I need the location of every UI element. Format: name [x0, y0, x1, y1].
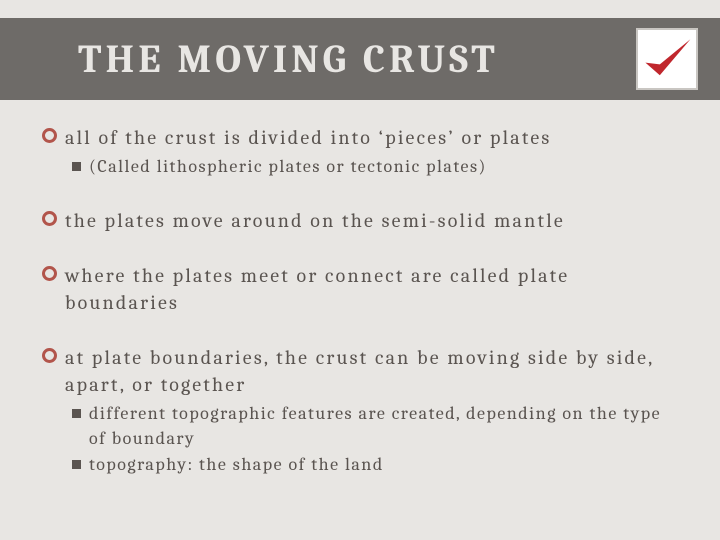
bullet-l2: (Called lithospheric plates or tectonic … [72, 155, 678, 179]
bullet-l1: where the plates meet or connect are cal… [42, 262, 678, 316]
circle-bullet-icon [42, 128, 57, 143]
bullet-l2-text: (Called lithospheric plates or tectonic … [89, 155, 487, 179]
bullet-l1: at plate boundaries, the crust can be mo… [42, 344, 678, 398]
slide-content: all of the crust is divided into ‘pieces… [0, 100, 720, 477]
bullet-l1-text: all of the crust is divided into ‘pieces… [65, 124, 551, 151]
bullet-l1-text: the plates move around on the semi-solid… [65, 207, 565, 234]
bullet-l2-text: different topographic features are creat… [89, 402, 678, 451]
slide-title: THE MOVING CRUST [78, 36, 499, 82]
bullet-l1: the plates move around on the semi-solid… [42, 207, 678, 234]
bullet-l2: different topographic features are creat… [72, 402, 678, 451]
slide-header: THE MOVING CRUST [0, 18, 720, 100]
circle-bullet-icon [42, 211, 57, 226]
checkmark-box [636, 28, 698, 90]
circle-bullet-icon [42, 266, 57, 281]
bullet-l2-text: topography: the shape of the land [89, 453, 384, 477]
bullet-l2: topography: the shape of the land [72, 453, 678, 477]
square-bullet-icon [72, 409, 81, 418]
square-bullet-icon [72, 162, 81, 171]
square-bullet-icon [72, 460, 81, 469]
circle-bullet-icon [42, 348, 57, 363]
bullet-l1-text: where the plates meet or connect are cal… [65, 262, 678, 316]
bullet-l1: all of the crust is divided into ‘pieces… [42, 124, 678, 151]
checkmark-icon [640, 32, 694, 86]
bullet-l1-text: at plate boundaries, the crust can be mo… [65, 344, 678, 398]
